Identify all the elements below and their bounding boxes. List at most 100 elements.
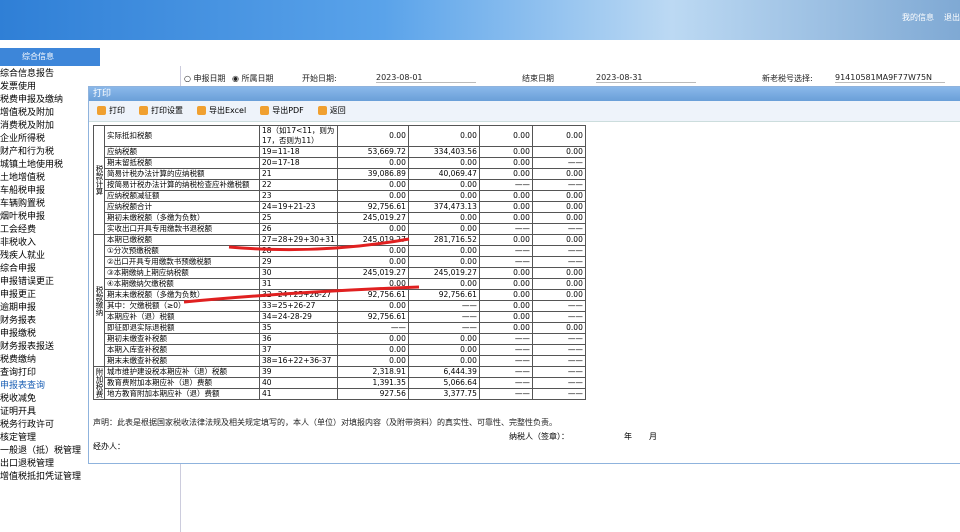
- table-cell: ——: [531, 344, 586, 356]
- menu-item[interactable]: 申报更正: [0, 287, 180, 300]
- menu-item[interactable]: 申报缴税: [0, 326, 180, 339]
- table-cell: 22: [259, 179, 338, 191]
- menu-item[interactable]: 一般退（抵）税管理: [0, 443, 180, 456]
- menu-item[interactable]: 消费税及附加: [0, 118, 180, 131]
- section-label: 税款计算: [93, 125, 105, 235]
- menu-label: 核定管理: [0, 433, 37, 443]
- menu-item[interactable]: 综合信息报告: [0, 66, 180, 79]
- menu-label: 税费缴纳: [0, 355, 37, 365]
- menu-label: 逾期申报: [0, 303, 37, 313]
- toolbar-button[interactable]: 返回: [318, 105, 346, 116]
- menu-item[interactable]: 查询打印: [0, 365, 180, 378]
- end-date[interactable]: 2023-08-31: [596, 73, 696, 83]
- table-cell: 0.00: [407, 179, 480, 191]
- table-cell: 245,019.27: [407, 267, 480, 279]
- menu-item[interactable]: 企业所得税: [0, 131, 180, 144]
- menu-item[interactable]: 车船税申报: [0, 183, 180, 196]
- menu-item[interactable]: 烟叶税申报: [0, 209, 180, 222]
- menu-item[interactable]: 财务报表: [0, 313, 180, 326]
- table-cell: 0.00: [531, 234, 586, 246]
- table-cell: ——: [478, 333, 533, 345]
- menu-item[interactable]: 城镇土地使用税: [0, 157, 180, 170]
- menu-item[interactable]: 综合申报: [0, 261, 180, 274]
- menu-item[interactable]: 增值税抵扣凭证管理: [0, 469, 180, 482]
- table-cell: 地方教育附加本期应补（退）费额: [104, 388, 260, 400]
- menu-item[interactable]: 税收减免: [0, 391, 180, 404]
- toolbar-button[interactable]: 打印设置: [139, 105, 183, 116]
- toolbar-button[interactable]: 打印: [97, 105, 125, 116]
- menu-item[interactable]: 证明开具: [0, 404, 180, 417]
- radio-option[interactable]: ○ 申报日期: [184, 74, 226, 83]
- menu-label: 发票使用: [0, 82, 37, 92]
- table-cell: 0.00: [407, 333, 480, 345]
- table-cell: 0.00: [478, 311, 533, 323]
- menu-label: 证明开具: [0, 407, 37, 417]
- table-cell: ——: [478, 355, 533, 367]
- menu-item[interactable]: 财产和行为税: [0, 144, 180, 157]
- menu-label: 城镇土地使用税: [0, 160, 64, 170]
- table-cell: 应纳税额: [104, 146, 260, 158]
- table-cell: 0.00: [478, 146, 533, 158]
- table-cell: 33=25+26-27: [259, 300, 338, 312]
- table-cell: 24=19+21-23: [259, 201, 338, 213]
- menu-tab[interactable]: 综合信息: [0, 48, 100, 66]
- table-cell: 27=28+29+30+31: [259, 234, 338, 246]
- menu-label: 综合申报: [0, 264, 37, 274]
- table-row: 按简易计税办法计算的纳税检查应补缴税额 22 0.00 0.00 —— ——: [94, 179, 586, 191]
- table-cell: 334,403.56: [407, 146, 480, 158]
- menu-item[interactable]: 残疾人就业: [0, 248, 180, 261]
- menu-item[interactable]: 申报表查询: [0, 378, 180, 391]
- end-label: 结束日期: [522, 74, 554, 83]
- table-cell: 0.00: [531, 190, 586, 202]
- menu-item[interactable]: 土地增值税: [0, 170, 180, 183]
- table-cell: 本期入库查补税额: [104, 344, 260, 356]
- section-label: 税款缴纳: [93, 234, 105, 367]
- menu-item[interactable]: 出口退税管理: [0, 456, 180, 469]
- table-cell: 0.00: [407, 355, 480, 367]
- menu-item[interactable]: 非税收入: [0, 235, 180, 248]
- table-cell: 38=16+22+36-37: [259, 355, 338, 367]
- menu-item[interactable]: 发票使用: [0, 79, 180, 92]
- table-cell: 21: [259, 168, 338, 180]
- menu-item[interactable]: 核定管理: [0, 430, 180, 443]
- table-cell: 0.00: [478, 157, 533, 169]
- table-cell: ——: [531, 333, 586, 345]
- menu-item[interactable]: 财务报表报送: [0, 339, 180, 352]
- table-cell: 0.00: [478, 212, 533, 224]
- table-cell: 34=24-28-29: [259, 311, 338, 323]
- table-cell: 0.00: [336, 245, 409, 257]
- table-cell: 0.00: [478, 125, 533, 147]
- menu-item[interactable]: 增值税及附加: [0, 105, 180, 118]
- toolbar-button[interactable]: 导出Excel: [197, 105, 246, 116]
- table-row: 附加税费 城市维护建设税本期应补（退）税额 39 2,318.91 6,444.39 ——…: [93, 366, 586, 400]
- menu-item[interactable]: 逾期申报: [0, 300, 180, 313]
- start-date[interactable]: 2023-08-01: [376, 73, 476, 83]
- taxid-select[interactable]: 91410581MA9F77W75N: [835, 73, 945, 83]
- menu-label: 烟叶税申报: [0, 212, 46, 222]
- table-cell: 0.00: [336, 300, 409, 312]
- table-cell: 0.00: [336, 278, 409, 290]
- radio-option[interactable]: ◉ 所属日期: [232, 74, 274, 83]
- table-cell: 39,086.89: [336, 168, 409, 180]
- menu-item[interactable]: 申报错误更正: [0, 274, 180, 287]
- menu-item[interactable]: 税务行政许可: [0, 417, 180, 430]
- table-cell: 6,444.39: [407, 366, 480, 378]
- table-cell: 0.00: [407, 344, 480, 356]
- menu-item[interactable]: 税费缴纳: [0, 352, 180, 365]
- month: 月: [649, 432, 657, 441]
- table-cell: ——: [531, 245, 586, 257]
- table-cell: 92,756.61: [336, 289, 409, 301]
- table-cell: 0.00: [478, 289, 533, 301]
- logout[interactable]: 退出: [944, 13, 960, 22]
- menu-label: 增值税及附加: [0, 108, 55, 118]
- table-cell: 0.00: [336, 355, 409, 367]
- menu-item[interactable]: 工会经费: [0, 222, 180, 235]
- table-row: 期初未缴税额（多缴为负数） 25 245,019.27 0.00 0.00 0.00: [94, 212, 586, 224]
- print-dialog: 打印 打印 打印设置 导出Excel 导出PDF 返回 税款计算 实际抵扣税额 18（如17…: [88, 86, 960, 464]
- my-info[interactable]: 我的信息: [902, 13, 934, 22]
- toolbar-button[interactable]: 导出PDF: [260, 105, 304, 116]
- table-cell: 28: [259, 245, 338, 257]
- menu-label: 财务报表: [0, 316, 37, 326]
- menu-item[interactable]: 车辆购置税: [0, 196, 180, 209]
- menu-item[interactable]: 税费申报及缴纳: [0, 92, 180, 105]
